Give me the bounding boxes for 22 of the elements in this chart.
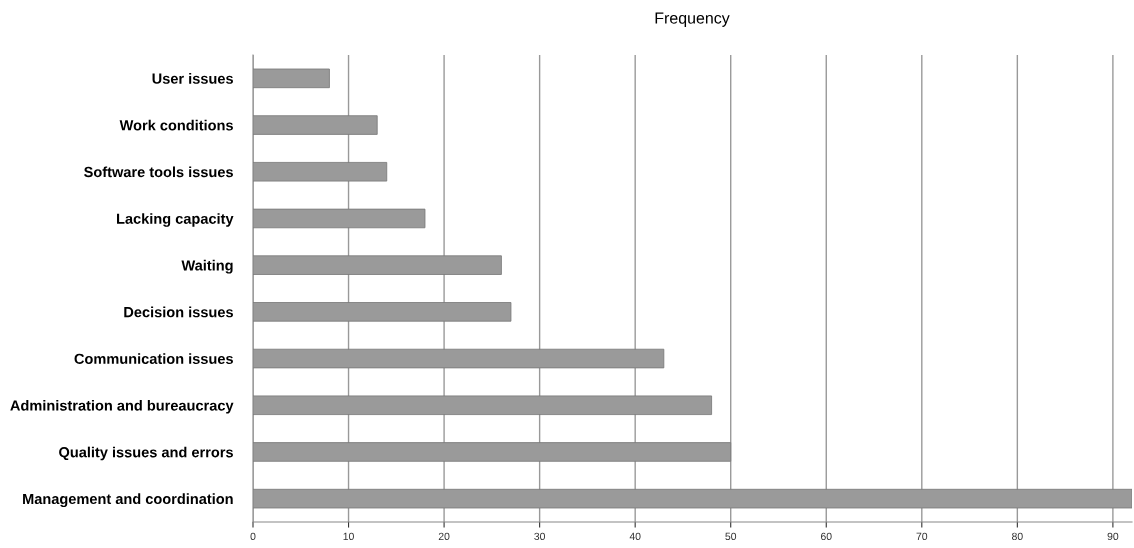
bar [253, 68, 330, 89]
x-tick-label: 90 [1107, 532, 1119, 541]
y-tick-label: Waiting [181, 259, 233, 274]
chart-title: Frequency [655, 12, 730, 27]
y-tick-label: Software tools issues [84, 166, 233, 178]
y-tick-label: Communication issues [74, 353, 233, 364]
x-tick-label: 60 [821, 532, 832, 541]
y-tick-label: Management and coordination [23, 493, 233, 508]
x-tick-label: 0 [250, 532, 256, 541]
x-tick-label: 30 [534, 532, 546, 541]
y-tick-label: Quality issues and errors [59, 446, 233, 461]
y-tick-label: Administration and bureaucracy [10, 399, 234, 414]
x-tick-label: 10 [343, 532, 354, 541]
x-tick-label: 80 [1012, 532, 1023, 541]
y-tick-label: Work conditions [119, 119, 233, 131]
x-tick-label: 40 [629, 532, 641, 541]
y-tick-label: Decision issues [124, 306, 233, 318]
x-tick-label: 50 [725, 532, 737, 541]
x-tick-label: 70 [916, 532, 928, 541]
y-tick-label: Lacking capacity [117, 213, 234, 227]
x-tick-label: 20 [438, 532, 450, 541]
y-tick-label: User issues [152, 73, 233, 84]
